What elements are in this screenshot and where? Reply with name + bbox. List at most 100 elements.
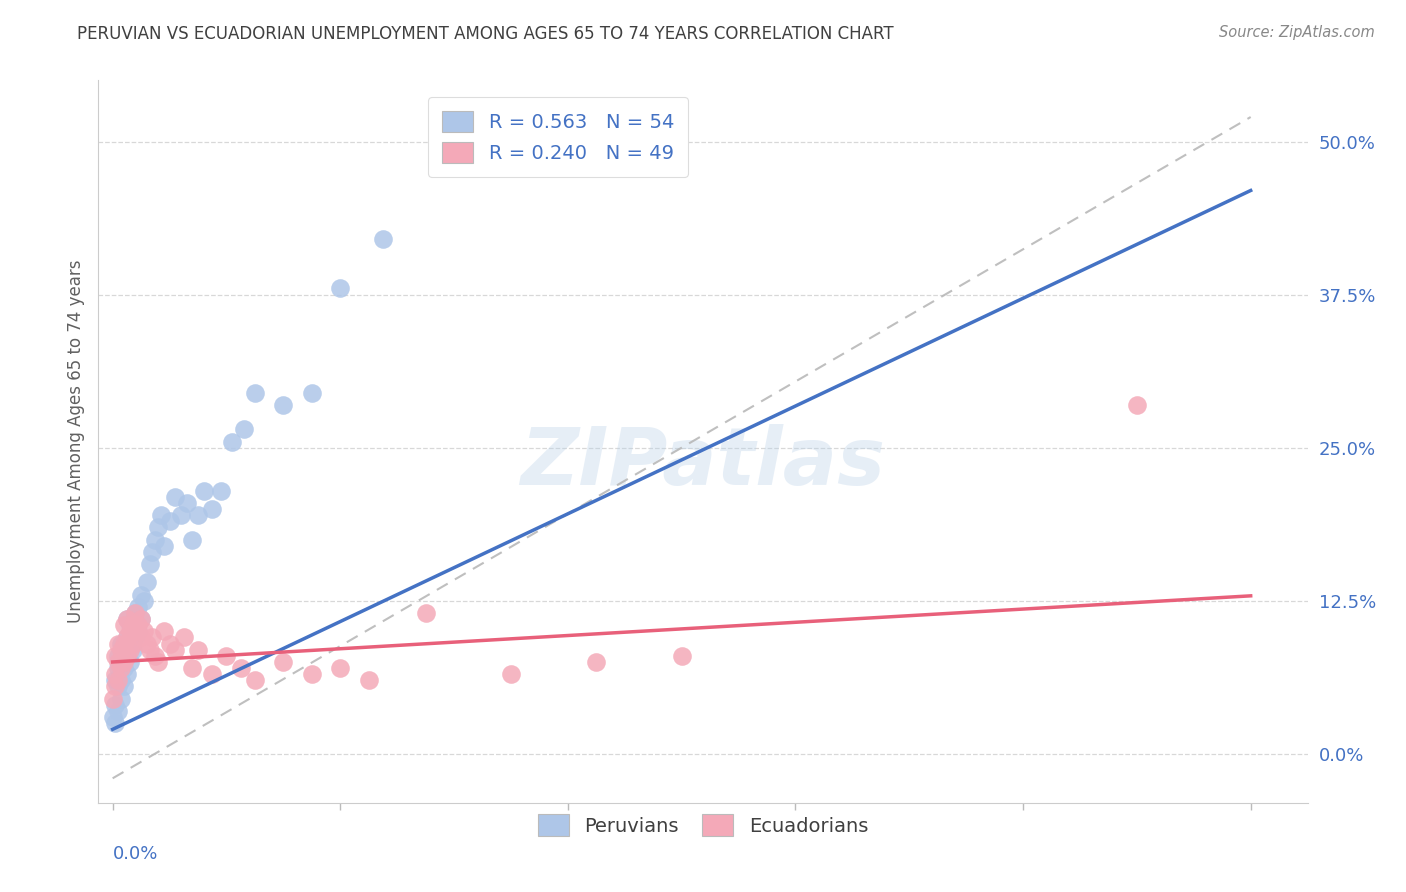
- Point: [101, 691, 124, 706]
- Point: [181, 661, 204, 675]
- Point: [107, 637, 129, 651]
- Point: [112, 642, 135, 657]
- Point: [187, 508, 209, 522]
- Point: [112, 637, 135, 651]
- Point: [243, 673, 266, 688]
- Point: [112, 618, 135, 632]
- Point: [135, 575, 157, 590]
- Point: [104, 680, 127, 694]
- Point: [357, 673, 380, 688]
- Point: [201, 502, 224, 516]
- Point: [329, 661, 352, 675]
- Point: [110, 655, 132, 669]
- Point: [165, 642, 187, 657]
- Point: [104, 648, 127, 663]
- Point: [127, 618, 149, 632]
- Point: [153, 539, 176, 553]
- Point: [209, 483, 232, 498]
- Point: [141, 631, 163, 645]
- Point: [115, 648, 138, 663]
- Point: [118, 618, 141, 632]
- Point: [229, 661, 252, 675]
- Point: [201, 667, 224, 681]
- Point: [110, 691, 132, 706]
- Y-axis label: Unemployment Among Ages 65 to 74 years: Unemployment Among Ages 65 to 74 years: [66, 260, 84, 624]
- Point: [112, 655, 135, 669]
- Point: [115, 612, 138, 626]
- Point: [159, 514, 181, 528]
- Point: [141, 545, 163, 559]
- Point: [159, 637, 181, 651]
- Point: [112, 661, 135, 675]
- Point: [301, 667, 323, 681]
- Point: [273, 655, 295, 669]
- Point: [124, 631, 146, 645]
- Point: [127, 599, 149, 614]
- Point: [121, 618, 143, 632]
- Point: [150, 508, 173, 522]
- Point: [132, 624, 155, 639]
- Point: [107, 673, 129, 688]
- Point: [215, 648, 238, 663]
- Point: [129, 612, 152, 626]
- Point: [146, 520, 169, 534]
- Point: [173, 631, 195, 645]
- Text: Source: ZipAtlas.com: Source: ZipAtlas.com: [1219, 25, 1375, 40]
- Point: [585, 655, 607, 669]
- Point: [165, 490, 187, 504]
- Point: [118, 655, 141, 669]
- Point: [121, 624, 143, 639]
- Text: PERUVIAN VS ECUADORIAN UNEMPLOYMENT AMONG AGES 65 TO 74 YEARS CORRELATION CHART: PERUVIAN VS ECUADORIAN UNEMPLOYMENT AMON…: [77, 25, 894, 43]
- Point: [176, 496, 198, 510]
- Point: [138, 557, 160, 571]
- Point: [118, 642, 141, 657]
- Point: [138, 642, 160, 657]
- Point: [110, 637, 132, 651]
- Point: [107, 648, 129, 663]
- Point: [273, 398, 295, 412]
- Point: [121, 642, 143, 657]
- Point: [232, 422, 254, 436]
- Point: [129, 612, 152, 626]
- Point: [121, 637, 143, 651]
- Point: [301, 385, 323, 400]
- Point: [243, 385, 266, 400]
- Point: [115, 648, 138, 663]
- Point: [124, 606, 146, 620]
- Point: [221, 434, 243, 449]
- Point: [118, 637, 141, 651]
- Point: [115, 631, 138, 645]
- Point: [135, 637, 157, 651]
- Point: [170, 508, 193, 522]
- Point: [104, 698, 127, 712]
- Point: [107, 661, 129, 675]
- Point: [146, 655, 169, 669]
- Point: [107, 655, 129, 669]
- Point: [110, 661, 132, 675]
- Point: [499, 667, 522, 681]
- Point: [115, 667, 138, 681]
- Text: 0.0%: 0.0%: [112, 845, 157, 863]
- Point: [187, 642, 209, 657]
- Point: [124, 606, 146, 620]
- Point: [104, 667, 127, 681]
- Point: [143, 533, 166, 547]
- Point: [129, 588, 152, 602]
- Point: [104, 716, 127, 731]
- Point: [107, 680, 129, 694]
- Legend: Peruvians, Ecuadorians: Peruvians, Ecuadorians: [526, 803, 880, 847]
- Point: [329, 281, 352, 295]
- Point: [104, 673, 127, 688]
- Point: [143, 648, 166, 663]
- Point: [127, 624, 149, 639]
- Point: [115, 612, 138, 626]
- Point: [101, 710, 124, 724]
- Point: [112, 680, 135, 694]
- Point: [181, 533, 204, 547]
- Point: [1126, 398, 1149, 412]
- Point: [115, 631, 138, 645]
- Point: [371, 232, 394, 246]
- Point: [107, 704, 129, 718]
- Point: [193, 483, 215, 498]
- Point: [129, 631, 152, 645]
